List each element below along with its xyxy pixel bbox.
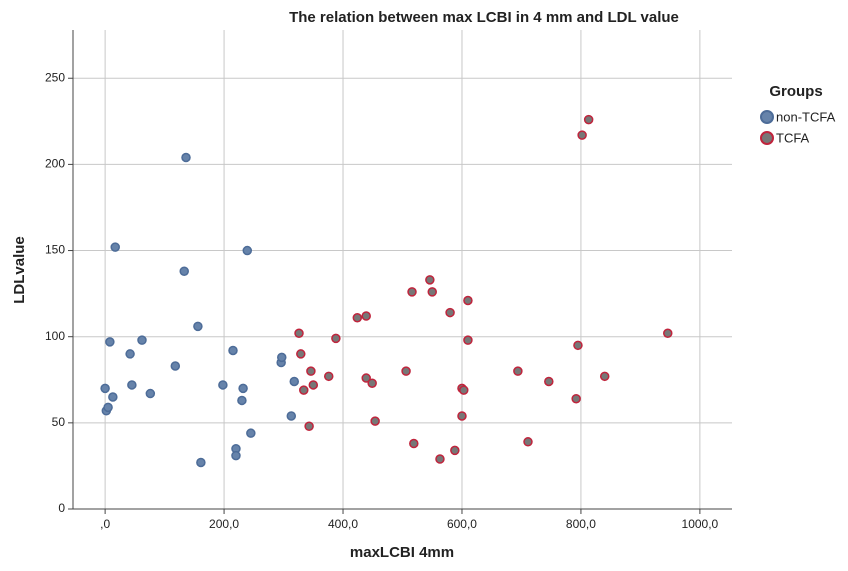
point — [110, 242, 120, 252]
point — [323, 371, 334, 382]
point — [289, 376, 300, 387]
point — [193, 321, 203, 332]
point — [286, 411, 297, 421]
point — [361, 373, 371, 383]
point — [103, 402, 113, 413]
point — [459, 385, 469, 395]
point — [296, 349, 306, 359]
point — [523, 437, 533, 447]
point — [238, 383, 248, 394]
y-tick-label: 100 — [45, 329, 65, 343]
point — [181, 152, 191, 163]
point — [457, 411, 467, 421]
point — [352, 312, 363, 323]
point — [331, 333, 341, 344]
legend-marker — [760, 110, 774, 124]
y-tick-label: 0 — [58, 501, 65, 515]
point — [401, 366, 411, 376]
point — [105, 337, 115, 347]
point — [179, 266, 189, 276]
point — [435, 454, 445, 464]
point — [304, 421, 314, 432]
point — [544, 376, 554, 387]
point — [463, 335, 473, 345]
point — [246, 428, 256, 438]
point — [125, 349, 135, 359]
point — [573, 340, 583, 351]
point — [137, 335, 147, 345]
y-tick-label: 200 — [45, 157, 65, 171]
chart-title: The relation between max LCBI in 4 mm an… — [289, 9, 679, 26]
point — [306, 366, 316, 376]
legend-label: TCFA — [776, 130, 810, 145]
point — [425, 275, 435, 285]
x-tick-label: ,0 — [100, 517, 110, 531]
x-tick-label: 800,0 — [566, 517, 596, 531]
legend-marker — [760, 131, 774, 145]
point — [361, 311, 371, 321]
point — [277, 352, 287, 363]
point — [407, 287, 417, 297]
legend-label: non-TCFA — [776, 109, 836, 124]
point — [583, 114, 594, 125]
point — [299, 385, 309, 395]
point — [100, 383, 110, 394]
point — [218, 380, 228, 390]
point — [308, 380, 319, 390]
x-tick-label: 200,0 — [209, 517, 239, 531]
x-tick-label: 400,0 — [328, 517, 358, 531]
point — [577, 130, 587, 140]
y-tick-label: 150 — [45, 243, 65, 257]
point — [463, 295, 473, 306]
y-tick-label: 250 — [45, 70, 65, 84]
point — [108, 392, 118, 402]
point — [445, 307, 455, 318]
point — [196, 457, 206, 468]
y-tick-label: 50 — [52, 415, 66, 429]
x-tick-label: 1000,0 — [682, 517, 719, 531]
point — [427, 287, 437, 297]
point — [228, 345, 238, 356]
point — [599, 371, 610, 382]
point — [571, 393, 581, 404]
point — [294, 328, 304, 339]
point — [367, 378, 377, 388]
point — [450, 445, 460, 456]
point — [170, 361, 181, 371]
point — [145, 388, 156, 399]
point — [409, 438, 419, 449]
point — [663, 328, 673, 339]
point — [237, 395, 247, 406]
point — [127, 380, 137, 390]
point — [513, 366, 523, 376]
y-axis-label: LDLvalue — [11, 236, 28, 304]
x-axis-label: maxLCBI 4mm — [350, 544, 454, 561]
point — [370, 416, 380, 426]
x-tick-label: 600,0 — [447, 517, 477, 531]
point — [242, 245, 253, 256]
point — [231, 450, 241, 461]
legend-title: Groups — [769, 83, 822, 100]
